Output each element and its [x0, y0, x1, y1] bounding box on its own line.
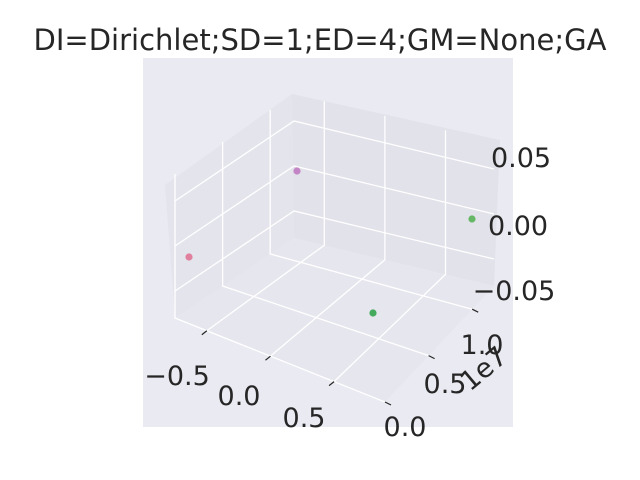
grid-line-x [270, 115, 386, 357]
data-point [293, 167, 301, 175]
grid-line-z [174, 120, 495, 202]
data-point [369, 309, 377, 317]
y-tick-label: 0.0 [384, 412, 427, 443]
x-tick-label: −0.5 [144, 361, 210, 392]
z-tick-label: 0.05 [491, 143, 551, 174]
x-tick-label: 0.5 [283, 403, 326, 434]
grid-line-z [174, 210, 495, 292]
y-tick-label: 0.5 [424, 369, 467, 400]
data-point [468, 215, 476, 223]
y-tick-mark [384, 401, 392, 406]
tick-labels: −0.5 0.0 0.5 0.0 0.5 1.0 −0.05 0.00 0.05 [144, 143, 555, 443]
grid-line-z [174, 165, 495, 247]
grid-line-x [333, 130, 447, 383]
back-pane-left [165, 94, 294, 318]
tick-marks [201, 308, 479, 406]
x-tick-label: 0.0 [218, 381, 261, 412]
z-tick-label: 0.00 [488, 211, 548, 242]
x-tick-mark [201, 330, 208, 336]
grid-line-y [269, 110, 473, 310]
x-tick-mark [328, 381, 335, 387]
chart-title: DI=Dirichlet;SD=1;ED=4;GM=None;GA [34, 23, 607, 57]
grid-line-y [221, 142, 429, 357]
y-tick-mark [428, 355, 435, 360]
grid-line-x [206, 101, 325, 332]
grid-line-y [174, 174, 386, 403]
z-tick-label: −0.05 [473, 276, 556, 307]
x-tick-mark [265, 355, 271, 361]
data-points [185, 167, 476, 317]
floor-pane [175, 238, 494, 402]
data-point [185, 253, 193, 261]
y-tick-mark [471, 308, 479, 313]
grid-lines [174, 101, 495, 403]
y-tick-label: 1.0 [461, 330, 504, 361]
